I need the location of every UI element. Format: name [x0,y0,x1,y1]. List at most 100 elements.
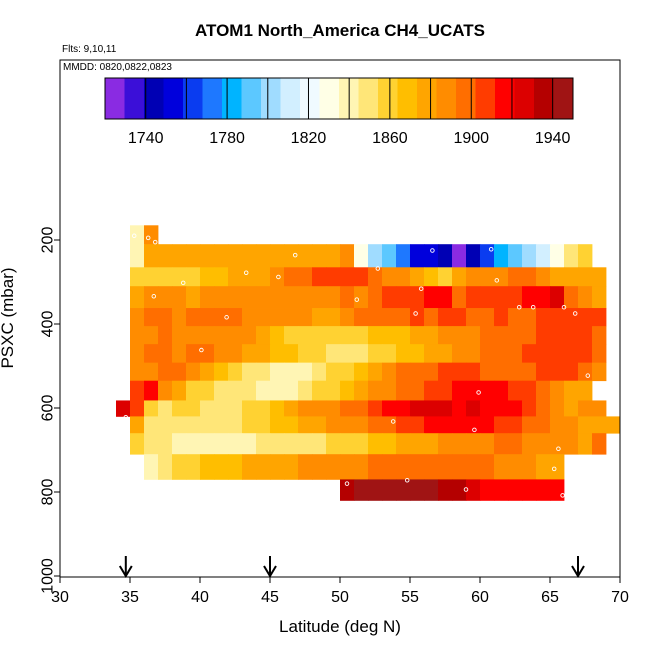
heatmap-cell [480,400,495,417]
heatmap-cell [424,380,439,401]
heatmap-cell [256,362,271,382]
heatmap-cell [256,326,271,345]
heatmap-cell [326,244,341,268]
heatmap-cell [508,433,523,455]
sample-point [463,487,469,492]
heatmap-cell [186,244,201,268]
heatmap-cell [172,344,187,364]
heatmap-cell [340,454,355,480]
heatmap-cell [256,433,271,455]
colorbar-swatch [475,78,496,119]
heatmap-cell [508,416,523,434]
x-tick-label: 30 [51,589,69,606]
heatmap-cell [494,400,509,417]
heatmap-cell [466,244,481,268]
heatmap-cell [172,326,187,345]
heatmap-cell [396,362,411,382]
colorbar-swatch [280,78,301,119]
heatmap-cell [256,454,271,480]
heatmap-cell [144,244,159,268]
heatmap-cell [410,362,425,382]
heatmap-cell [298,362,313,382]
heatmap-cell [438,362,453,382]
sample-point [572,311,578,316]
heatmap-cell [522,308,537,327]
sample-point [430,248,435,253]
colorbar-swatch [319,78,340,119]
heatmap-cell [396,244,411,268]
heatmap-cell [382,267,397,287]
heatmap-cell [186,416,201,434]
heatmap-cell [158,244,173,268]
heatmap-cell [354,380,369,401]
colorbar-tick-label: 1740 [128,130,164,147]
heatmap-cell [466,454,481,480]
heatmap-cell [312,380,327,401]
heatmap-cell [536,308,551,327]
heatmap-cell [186,326,201,345]
heatmap-cell [382,454,397,480]
heatmap-cell [312,308,327,327]
heatmap-cell [410,479,425,501]
heatmap-cell [214,400,229,417]
heatmap-cell [256,416,271,434]
heatmap-cell [214,344,229,364]
colorbar-swatch [397,78,418,119]
heatmap-cell [340,244,355,268]
heatmap-cell [172,380,187,401]
heatmap-cell [270,344,285,364]
heatmap-cell [200,362,215,382]
heatmap-cell [354,308,369,327]
sample-point [476,390,481,395]
heatmap-cell [186,286,201,309]
heatmap-cell [186,362,201,382]
heatmap-cell [452,326,467,345]
colorbar-swatch [358,78,379,119]
heatmap-cell [550,286,565,309]
heatmap-cell [326,308,341,327]
heatmap-cell [466,326,481,345]
colorbar-swatch [183,78,203,119]
heatmap-cell [452,267,467,287]
colorbar-swatch [495,78,515,119]
heatmap-cell [592,344,607,364]
heatmap-cell [536,454,551,480]
heatmap-cell [186,308,201,327]
colorbar-swatch [436,78,457,119]
heatmap-cell [466,433,481,455]
heatmap-cell [312,362,327,382]
heatmap-cell [410,344,425,364]
heatmap-cell [256,267,271,287]
heatmap-cell [536,416,551,434]
heatmap-cell [144,400,159,417]
flight-marker-arrowhead [571,565,585,578]
heatmap-cell [270,286,285,309]
sample-point [145,235,151,241]
heatmap-cell [438,416,453,434]
heatmap-cell [480,433,495,455]
sample-point [344,481,350,486]
heatmap-cell [144,225,159,245]
heatmap-cell [452,400,467,417]
sample-point [180,280,186,286]
heatmap-cell [130,326,145,345]
heatmap-cell [564,308,579,327]
heatmap-cell [536,362,551,382]
heatmap-cell [494,326,509,345]
colorbar-swatch [202,78,223,119]
heatmap-cell [298,454,313,480]
heatmap-cell [382,400,397,417]
heatmap-cell [438,308,453,327]
heatmap-cell [564,326,579,345]
heatmap-cell [172,267,187,287]
heatmap-cell [340,362,355,382]
heatmap-cell [340,308,355,327]
heatmap-cell [228,454,243,480]
flight-markers [118,556,585,578]
heatmap-cell [536,400,551,417]
heatmap-cell [466,362,481,382]
sample-point [585,373,591,378]
heatmap-cell [144,433,159,455]
heatmap-cell [550,400,565,417]
heatmap-cell [228,344,243,364]
